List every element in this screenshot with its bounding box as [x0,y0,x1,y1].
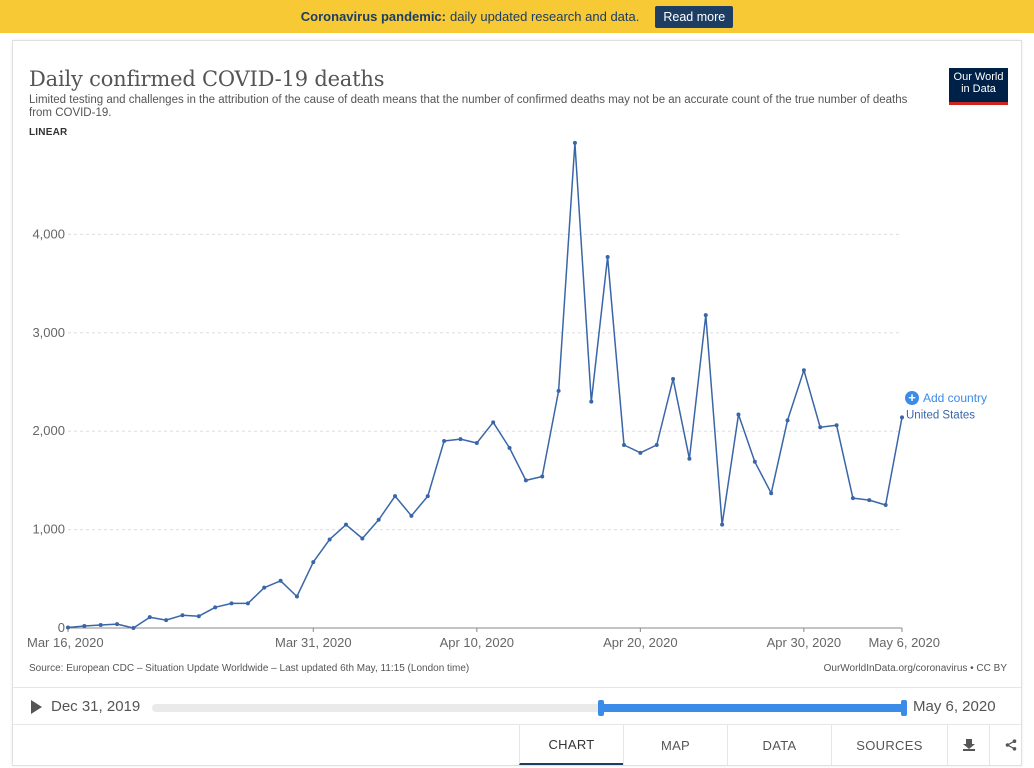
x-tick-label: May 6, 2020 [868,635,940,650]
data-point [523,478,528,483]
data-point [801,368,806,373]
data-point [474,441,479,446]
source-note[interactable]: Source: European CDC – Situation Update … [29,663,470,674]
timeline-selected-range[interactable] [601,704,904,712]
y-tick-label: 3,000 [32,325,65,340]
add-country-button[interactable]: + Add country [905,391,987,405]
data-point [196,614,201,619]
data-point [376,517,381,522]
timeline: Dec 31, 2019 May 6, 2020 [13,687,1021,725]
y-tick-label: 1,000 [32,522,65,537]
data-point [736,412,741,417]
y-tick-label: 4,000 [32,226,65,241]
read-more-button[interactable]: Read more [655,5,734,28]
share-icon [1005,739,1016,751]
banner-text: daily updated research and data. [450,9,640,24]
data-point [180,613,185,618]
data-point [834,423,839,428]
x-tick-label: Mar 31, 2020 [275,635,352,650]
view-tabs: CHART MAP DATA SOURCES [519,725,1031,765]
timeline-start-label: Dec 31, 2019 [51,698,141,715]
y-tick-label: 0 [58,620,65,635]
data-point [360,536,365,541]
x-tick-label: Apr 20, 2020 [603,635,677,650]
scale-toggle[interactable]: LINEAR [29,127,68,138]
announcement-banner: Coronavirus pandemic: daily updated rese… [0,0,1034,33]
data-point [442,439,447,444]
data-point [883,503,888,507]
license-link[interactable]: OurWorldInData.org/coronavirus • CC BY [823,663,1007,674]
banner-bold-text: Coronavirus pandemic: [300,9,446,24]
tab-map[interactable]: MAP [623,725,727,765]
data-point [147,615,152,620]
data-point [703,313,708,318]
data-point [720,522,725,527]
data-point [622,442,626,447]
series-line [67,142,903,629]
chart-card: Daily confirmed COVID-19 deaths Limited … [12,40,1022,766]
data-point [278,578,283,583]
data-point [785,418,790,423]
plus-icon: + [905,391,919,405]
data-point [507,445,512,450]
data-point [311,560,316,565]
download-icon [962,739,975,751]
data-point [327,537,332,542]
timeline-track[interactable] [152,704,904,712]
data-point [572,140,577,145]
data-point [540,474,545,479]
data-point [752,459,757,464]
data-point [115,622,120,627]
data-point [605,255,610,260]
chart-title: Daily confirmed COVID-19 deaths [29,67,385,91]
play-icon[interactable] [31,700,42,714]
data-point [491,420,496,425]
data-point [458,437,463,442]
y-tick-label: 2,000 [32,423,65,438]
data-point [131,626,136,630]
data-point [671,377,676,382]
data-point [850,496,855,501]
data-point [900,415,904,420]
data-point [393,494,398,499]
tab-data[interactable]: DATA [727,725,831,765]
line-chart: 0 1,000 2,000 3,000 4,000 Mar 16, 2020 Mar 31,… [27,140,975,650]
data-point [344,522,348,527]
data-point [409,513,414,518]
data-point [654,442,659,447]
x-tick-label: Apr 30, 2020 [767,635,841,650]
chart-subtitle: Limited testing and challenges in the at… [29,94,908,119]
download-button[interactable] [947,725,989,765]
timeline-end-handle[interactable] [901,700,907,716]
data-point [213,605,218,610]
data-point [164,618,169,623]
data-point [638,450,643,455]
data-point [245,601,250,606]
data-point [818,425,823,430]
owid-logo[interactable]: Our World in Data [949,68,1008,105]
data-point [66,625,70,630]
data-point [294,594,299,599]
data-point [425,494,430,499]
data-point [229,601,234,606]
data-point [82,624,87,629]
tab-sources[interactable]: SOURCES [831,725,947,765]
series-label: United States [906,409,975,421]
add-country-label: Add country [923,391,988,405]
share-button[interactable] [989,725,1031,765]
timeline-start-handle[interactable] [598,700,604,716]
data-point [556,388,561,393]
data-point [769,491,774,496]
data-point [687,456,692,461]
x-tick-label: Mar 16, 2020 [27,635,104,650]
data-point [867,498,872,503]
data-point [589,399,594,404]
timeline-end-label: May 6, 2020 [913,698,996,715]
tab-chart[interactable]: CHART [519,725,623,765]
data-point [262,585,267,590]
data-point [98,623,103,628]
x-tick-label: Apr 10, 2020 [440,635,514,650]
